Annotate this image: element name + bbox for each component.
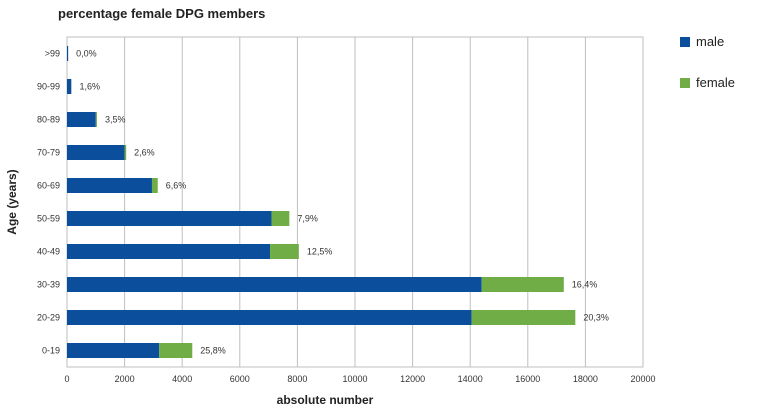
x-tick-label: 20000 [630,374,655,384]
bar-female [270,244,299,259]
y-tick-label: 0-19 [42,346,60,356]
data-label: 12,5% [307,247,333,257]
bar-female [95,112,97,127]
legend-label-female: female [696,75,736,90]
legend-swatch-female [680,77,690,88]
bar-male [67,211,272,226]
x-tick-label: 8000 [287,374,307,384]
y-tick-label: 80-89 [37,115,60,125]
data-label: 6,6% [166,181,187,191]
y-tick-label: 60-69 [37,181,60,191]
bar-male [67,343,160,358]
legend-item-male: male [680,34,724,49]
y-tick-label: >99 [45,49,60,59]
data-label: 1,6% [79,82,100,92]
bar-male [67,178,152,193]
y-tick-label: 20-29 [37,313,60,323]
x-tick-label: 6000 [230,374,250,384]
x-tick-label: 18000 [573,374,598,384]
data-label: 2,6% [134,148,155,158]
data-label: 16,4% [572,280,598,290]
bar-female [471,310,576,325]
y-tick-label: 30-39 [37,280,60,290]
x-axis-label: absolute number [277,393,374,407]
bar-male [67,112,96,127]
x-tick-label: 14000 [458,374,483,384]
chart-title: percentage female DPG members [58,6,266,21]
bar-female [159,343,193,358]
bar-female [124,145,127,160]
bar-female [271,211,290,226]
x-tick-label: 0 [64,374,69,384]
legend-label-male: male [696,34,725,49]
legend-item-female: female [680,75,735,90]
y-tick-label: 90-99 [37,82,60,92]
y-tick-label: 70-79 [37,148,60,158]
data-label: 20,3% [583,313,609,323]
bar-female [151,178,158,193]
data-label: 0,0% [76,49,97,59]
bar-male [67,79,72,94]
data-label: 3,5% [105,115,126,125]
x-tick-label: 2000 [115,374,135,384]
y-tick-label: 50-59 [37,214,60,224]
bar-male [67,244,271,259]
y-axis-label: Age (years) [5,169,19,234]
x-tick-label: 16000 [515,374,540,384]
x-tick-label: 4000 [172,374,192,384]
data-label: 25,8% [200,346,226,356]
bar-female [481,277,564,292]
data-label: 7,9% [297,214,318,224]
y-tick-label: 40-49 [37,247,60,257]
x-tick-label: 10000 [342,374,367,384]
legend-swatch-male [680,36,690,47]
bar-male [67,46,69,61]
x-tick-label: 12000 [400,374,425,384]
bar-male [67,277,482,292]
bar-male [67,310,472,325]
bar-male [67,145,125,160]
